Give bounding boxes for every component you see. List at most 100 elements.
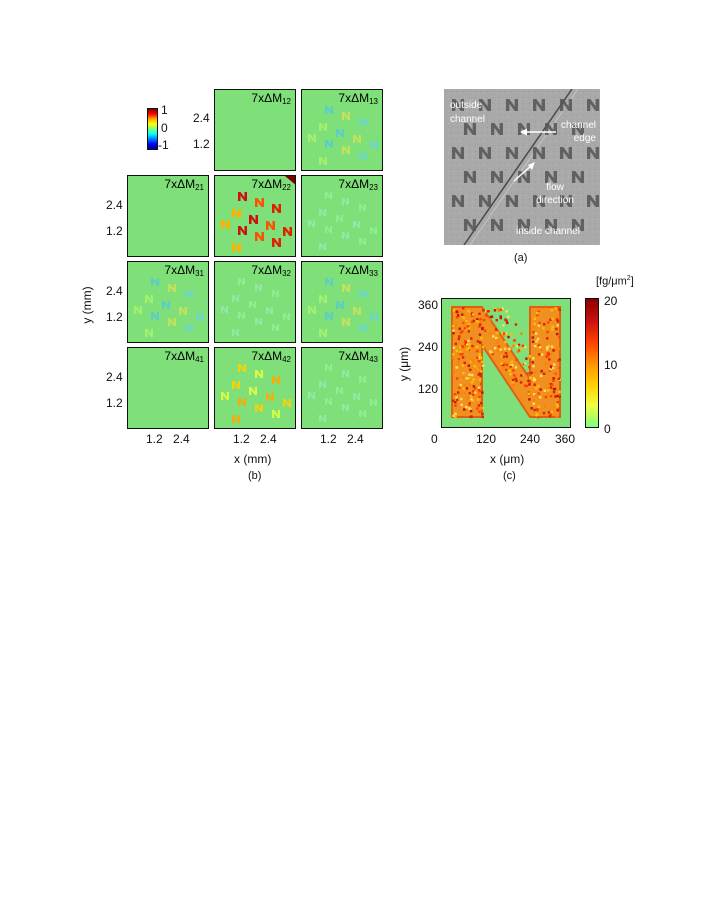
density-speckle xyxy=(499,316,503,320)
density-speckle xyxy=(471,389,475,393)
panel-m33: 7xΔM33 xyxy=(301,261,383,343)
density-speckle xyxy=(501,307,504,310)
density-speckle xyxy=(454,398,457,402)
density-speckle xyxy=(543,395,546,399)
x-tick-col3-1.2: 1.2 xyxy=(320,432,337,446)
n-mark xyxy=(283,313,290,320)
n-mark xyxy=(283,399,291,407)
density-speckle xyxy=(532,377,536,380)
n-mark xyxy=(359,238,366,245)
density-speckle xyxy=(469,409,473,413)
micro-n-mark xyxy=(452,99,464,111)
density-speckle xyxy=(505,310,508,313)
n-mark xyxy=(283,227,292,236)
density-speckle xyxy=(463,408,466,411)
density-speckle xyxy=(462,387,465,390)
density-speckle xyxy=(533,398,536,402)
density-speckle xyxy=(465,387,469,390)
n-mark xyxy=(336,301,344,309)
density-speckle xyxy=(546,346,549,349)
density-speckle xyxy=(513,339,516,342)
density-speckle xyxy=(526,372,529,375)
density-speckle xyxy=(461,345,464,348)
micro-n-mark xyxy=(464,123,476,135)
label-inside-channel: inside channel xyxy=(516,226,580,237)
density-speckle xyxy=(484,310,488,313)
density-speckle xyxy=(455,364,459,368)
density-speckle xyxy=(527,393,531,396)
density-speckle xyxy=(543,404,547,408)
density-speckle xyxy=(463,361,466,365)
density-speckle xyxy=(532,330,535,334)
density-speckle xyxy=(489,350,492,353)
density-speckle xyxy=(546,354,550,357)
density-speckle xyxy=(460,313,464,316)
density-speckle xyxy=(528,365,531,369)
n-mark xyxy=(342,146,350,154)
panel-m43-pattern xyxy=(308,364,377,422)
density-speckle xyxy=(549,352,553,356)
density-speckle xyxy=(462,371,465,375)
n-mark xyxy=(342,318,350,326)
n-mark xyxy=(272,204,281,213)
density-speckle xyxy=(468,343,471,346)
density-speckle xyxy=(508,363,512,366)
density-speckle xyxy=(463,321,466,324)
n-mark xyxy=(336,129,344,137)
density-speckle xyxy=(528,391,531,395)
density-speckle xyxy=(481,327,484,331)
y-tick-row1-2.4: 2.4 xyxy=(193,111,210,125)
density-speckle xyxy=(513,374,516,377)
panel-m22: 7xΔM22 xyxy=(214,175,296,257)
density-speckle xyxy=(462,307,465,310)
n-mark xyxy=(319,209,326,216)
density-speckle xyxy=(502,365,506,369)
panel-m42: 7xΔM42 xyxy=(214,347,296,429)
density-speckle xyxy=(478,323,482,326)
density-speckle xyxy=(467,364,471,367)
density-speckle xyxy=(528,356,531,359)
panel-m12: 7xΔM12 xyxy=(214,89,296,171)
n-mark xyxy=(319,157,327,165)
micro-n-mark xyxy=(479,147,491,159)
density-speckle xyxy=(552,379,555,382)
n-mark xyxy=(319,295,327,303)
panel-m23-title: 7xΔM23 xyxy=(338,177,378,192)
density-speckle xyxy=(481,412,484,416)
density-speckle xyxy=(469,408,472,411)
density-speckle xyxy=(558,358,561,361)
density-speckle xyxy=(477,388,480,392)
n-mark xyxy=(359,118,367,126)
density-speckle xyxy=(531,340,535,343)
density-speckle xyxy=(502,334,505,338)
n-mark xyxy=(238,278,245,285)
density-speckle xyxy=(501,363,505,367)
density-speckle xyxy=(454,415,457,418)
n-mark xyxy=(342,232,349,239)
density-speckle xyxy=(548,369,551,372)
density-speckle xyxy=(492,335,495,338)
density-speckle xyxy=(531,336,535,339)
density-speckle xyxy=(481,406,484,410)
density-speckle xyxy=(523,384,527,387)
density-speckle xyxy=(496,349,500,352)
micro-n-mark xyxy=(560,195,572,207)
density-speckle xyxy=(467,309,470,313)
density-speckle xyxy=(504,352,508,355)
colorbar-b-tick-0: 0 xyxy=(161,121,168,135)
density-speckle xyxy=(509,372,512,376)
panel-m43-title: 7xΔM43 xyxy=(338,349,378,364)
density-speckle xyxy=(515,344,519,348)
density-speckle xyxy=(476,407,479,410)
n-mark xyxy=(336,387,343,394)
n-mark xyxy=(232,329,239,336)
density-speckle xyxy=(470,337,473,340)
density-speckle xyxy=(455,366,459,369)
density-speckle xyxy=(457,352,460,355)
density-speckle xyxy=(478,389,482,393)
x-tick-col1-1.2: 1.2 xyxy=(146,432,163,446)
n-mark xyxy=(196,313,204,321)
density-speckle xyxy=(534,394,537,397)
density-speckle xyxy=(453,394,457,397)
panel-m31-title: 7xΔM31 xyxy=(164,263,204,278)
